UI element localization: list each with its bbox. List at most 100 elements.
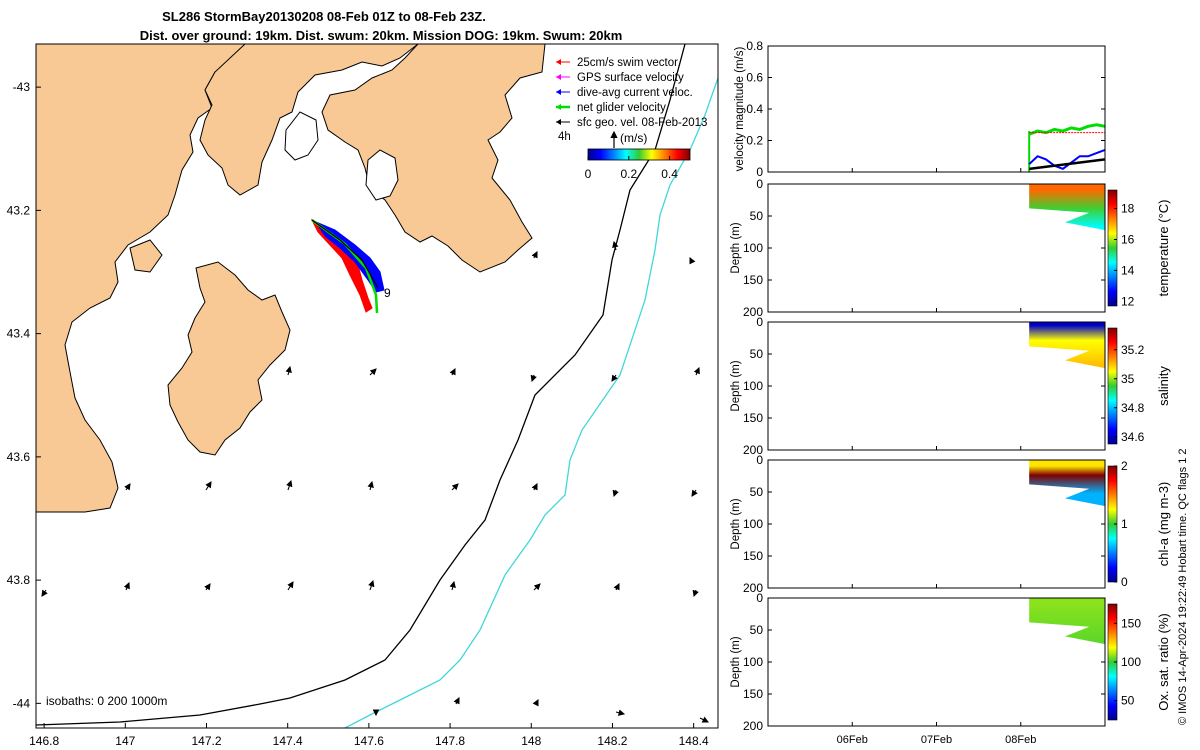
sfc-velocity-arrow [205, 481, 212, 491]
time-tick-label: 08Feb [1005, 734, 1036, 746]
lat-tick-label: -44 [13, 696, 31, 710]
legend-label-gps: GPS surface velocity [577, 72, 684, 84]
lon-tick-label: 147.2 [191, 734, 221, 748]
colorbar-label: chl-a (mg m-3) [1156, 482, 1171, 567]
sfc-velocity-arrow [693, 366, 700, 376]
map-frame [35, 43, 719, 729]
panel-temperature: 0 50 100 150 200 Depth (m) 12 14 16 18 temperature… [730, 177, 1171, 319]
lon-tick-label: 147.4 [273, 734, 303, 748]
lon-tick-label: 148.2 [597, 734, 627, 748]
lat-tick-label: 43.2 [7, 203, 31, 217]
sfc-velocity-arrow [611, 374, 618, 382]
isobaths-label: isobaths: 0 200 1000m [46, 694, 167, 708]
lon-tick-label: 147.8 [435, 734, 465, 748]
y-tick-label: 0.2 [746, 134, 763, 148]
y-tick-label: 200 [743, 581, 763, 595]
legend-arrowhead-swim [556, 59, 561, 65]
panel-frame [767, 45, 1106, 173]
y-axis-label: Depth (m) [730, 360, 742, 411]
colorbar-tick-label: 35 [1121, 372, 1135, 386]
panel-chl-a: 0 50 100 150 200 Depth (m) 0 1 2 chl-a (mg m-3) [730, 453, 1171, 595]
sfc-velocity-arrow [123, 581, 130, 591]
land-island-inner2 [365, 149, 399, 201]
y-tick-label: 50 [750, 347, 764, 361]
isobath-1000m [344, 77, 718, 728]
land-peninsula-north [199, 44, 419, 196]
speed-colorbar-ticks: 0 0.2 0.4 [585, 156, 678, 181]
speed-cb-tick-label: 0 [585, 167, 592, 181]
sfc-velocity-arrow [451, 483, 459, 491]
profile-data-patch [1029, 598, 1105, 645]
lon-tick-label: 146.8 [29, 734, 59, 748]
y-axis-label: Depth (m) [730, 222, 742, 273]
sfc-velocity-arrow [689, 257, 696, 265]
dive-avg-current-vectors [314, 220, 385, 293]
sfc-velocity-arrow [449, 580, 456, 591]
panel-background [768, 46, 1105, 172]
panel-salinity: 0 50 100 150 200 Depth (m) 34.6 34.8 35 35.2 salin… [730, 315, 1171, 457]
chart-title: SL286 StormBay20130208 08-Feb 01Z to 08-… [162, 9, 486, 24]
colorbar-tick-label: 12 [1121, 294, 1135, 308]
lon-tick-label: 147.6 [354, 734, 384, 748]
sfc-velocity-arrow [530, 374, 537, 383]
legend-label-net: net glider velocity [577, 102, 666, 114]
series-net [1028, 123, 1106, 136]
colorbar-tick-label: 100 [1121, 655, 1141, 669]
colorbar-label: salinity [1156, 366, 1171, 406]
y-tick-label: 100 [743, 655, 763, 669]
speed-cb-tick-label: 0.4 [661, 167, 678, 181]
colorbar [1107, 189, 1118, 307]
land-island-inner [284, 111, 319, 161]
sfc-velocity-arrow [287, 581, 294, 591]
chart-subtitle: Dist. over ground: 19km. Dist. swum: 20k… [140, 28, 623, 43]
longitude-ticks: 146.8 147 147.2 147.4 147.6 147.8 148 148.2 148.… [29, 723, 709, 748]
colorbar-tick-label: 2 [1121, 459, 1128, 473]
sfc-velocity-arrow [533, 583, 541, 591]
land-tasman-peninsula [167, 261, 291, 456]
y-tick-label: 200 [743, 719, 763, 733]
colorbar-label: temperature (°C) [1156, 200, 1171, 297]
y-tick-label: 0 [756, 177, 763, 191]
colorbar-tick-label: 50 [1121, 694, 1135, 708]
legend-arrowhead-net [556, 104, 561, 110]
track-end-label: 9 [384, 286, 391, 300]
lon-tick-label: 147 [115, 734, 135, 748]
colorbar-tick-label: 18 [1121, 202, 1135, 216]
sfc-velocity-arrow [41, 589, 48, 597]
sfc-velocity-arrow [369, 368, 377, 376]
y-tick-label: 200 [743, 305, 763, 319]
colorbar-tick-label: 150 [1121, 616, 1141, 630]
legend-label-swim: 25cm/s swim vector [577, 57, 678, 69]
legend-arrowhead-gps [556, 74, 561, 80]
y-tick-label: 0 [756, 315, 763, 329]
sfc-velocity-arrow [286, 479, 293, 491]
panel-frame [767, 597, 1106, 727]
time-label: 4h [558, 131, 571, 143]
sfc-velocity-arrow [285, 365, 292, 376]
lat-tick-label: 43.4 [7, 327, 31, 341]
latitude-ticks: -43 43.2 43.4 43.6 43.8 -44 [7, 80, 41, 710]
glider-track [310, 218, 385, 314]
y-tick-label: 100 [743, 517, 763, 531]
sfc-velocity-arrow [615, 709, 626, 716]
y-tick-label: 50 [750, 485, 764, 499]
panel-oxygen: 0 50 100 150 200 Depth (m) 50 100 150 Ox. sat. ra… [730, 591, 1171, 733]
y-tick-label: 0 [756, 453, 763, 467]
legend-label-sfc: sfc geo. vel. 08-Feb-2013 [577, 117, 707, 129]
colorbar-tick-label: 1 [1121, 517, 1128, 531]
y-axis-label: Depth (m) [730, 636, 742, 687]
sfc-velocity-arrow [367, 480, 374, 491]
y-tick-label: 150 [743, 549, 763, 563]
sfc-velocity-arrow [612, 489, 619, 498]
surface-velocity-arrows [41, 240, 709, 723]
y-tick-label: 0.6 [746, 71, 763, 85]
legend-label-dac: dive-avg current veloc. [577, 87, 693, 99]
colorbar-tick-label: 16 [1121, 232, 1135, 246]
sfc-velocity-arrow [124, 483, 131, 491]
speed-colorbar-label: (m/s) [620, 131, 647, 145]
legend-arrowhead-dac [556, 89, 561, 95]
speed-cb-tick-label: 0.2 [620, 167, 637, 181]
